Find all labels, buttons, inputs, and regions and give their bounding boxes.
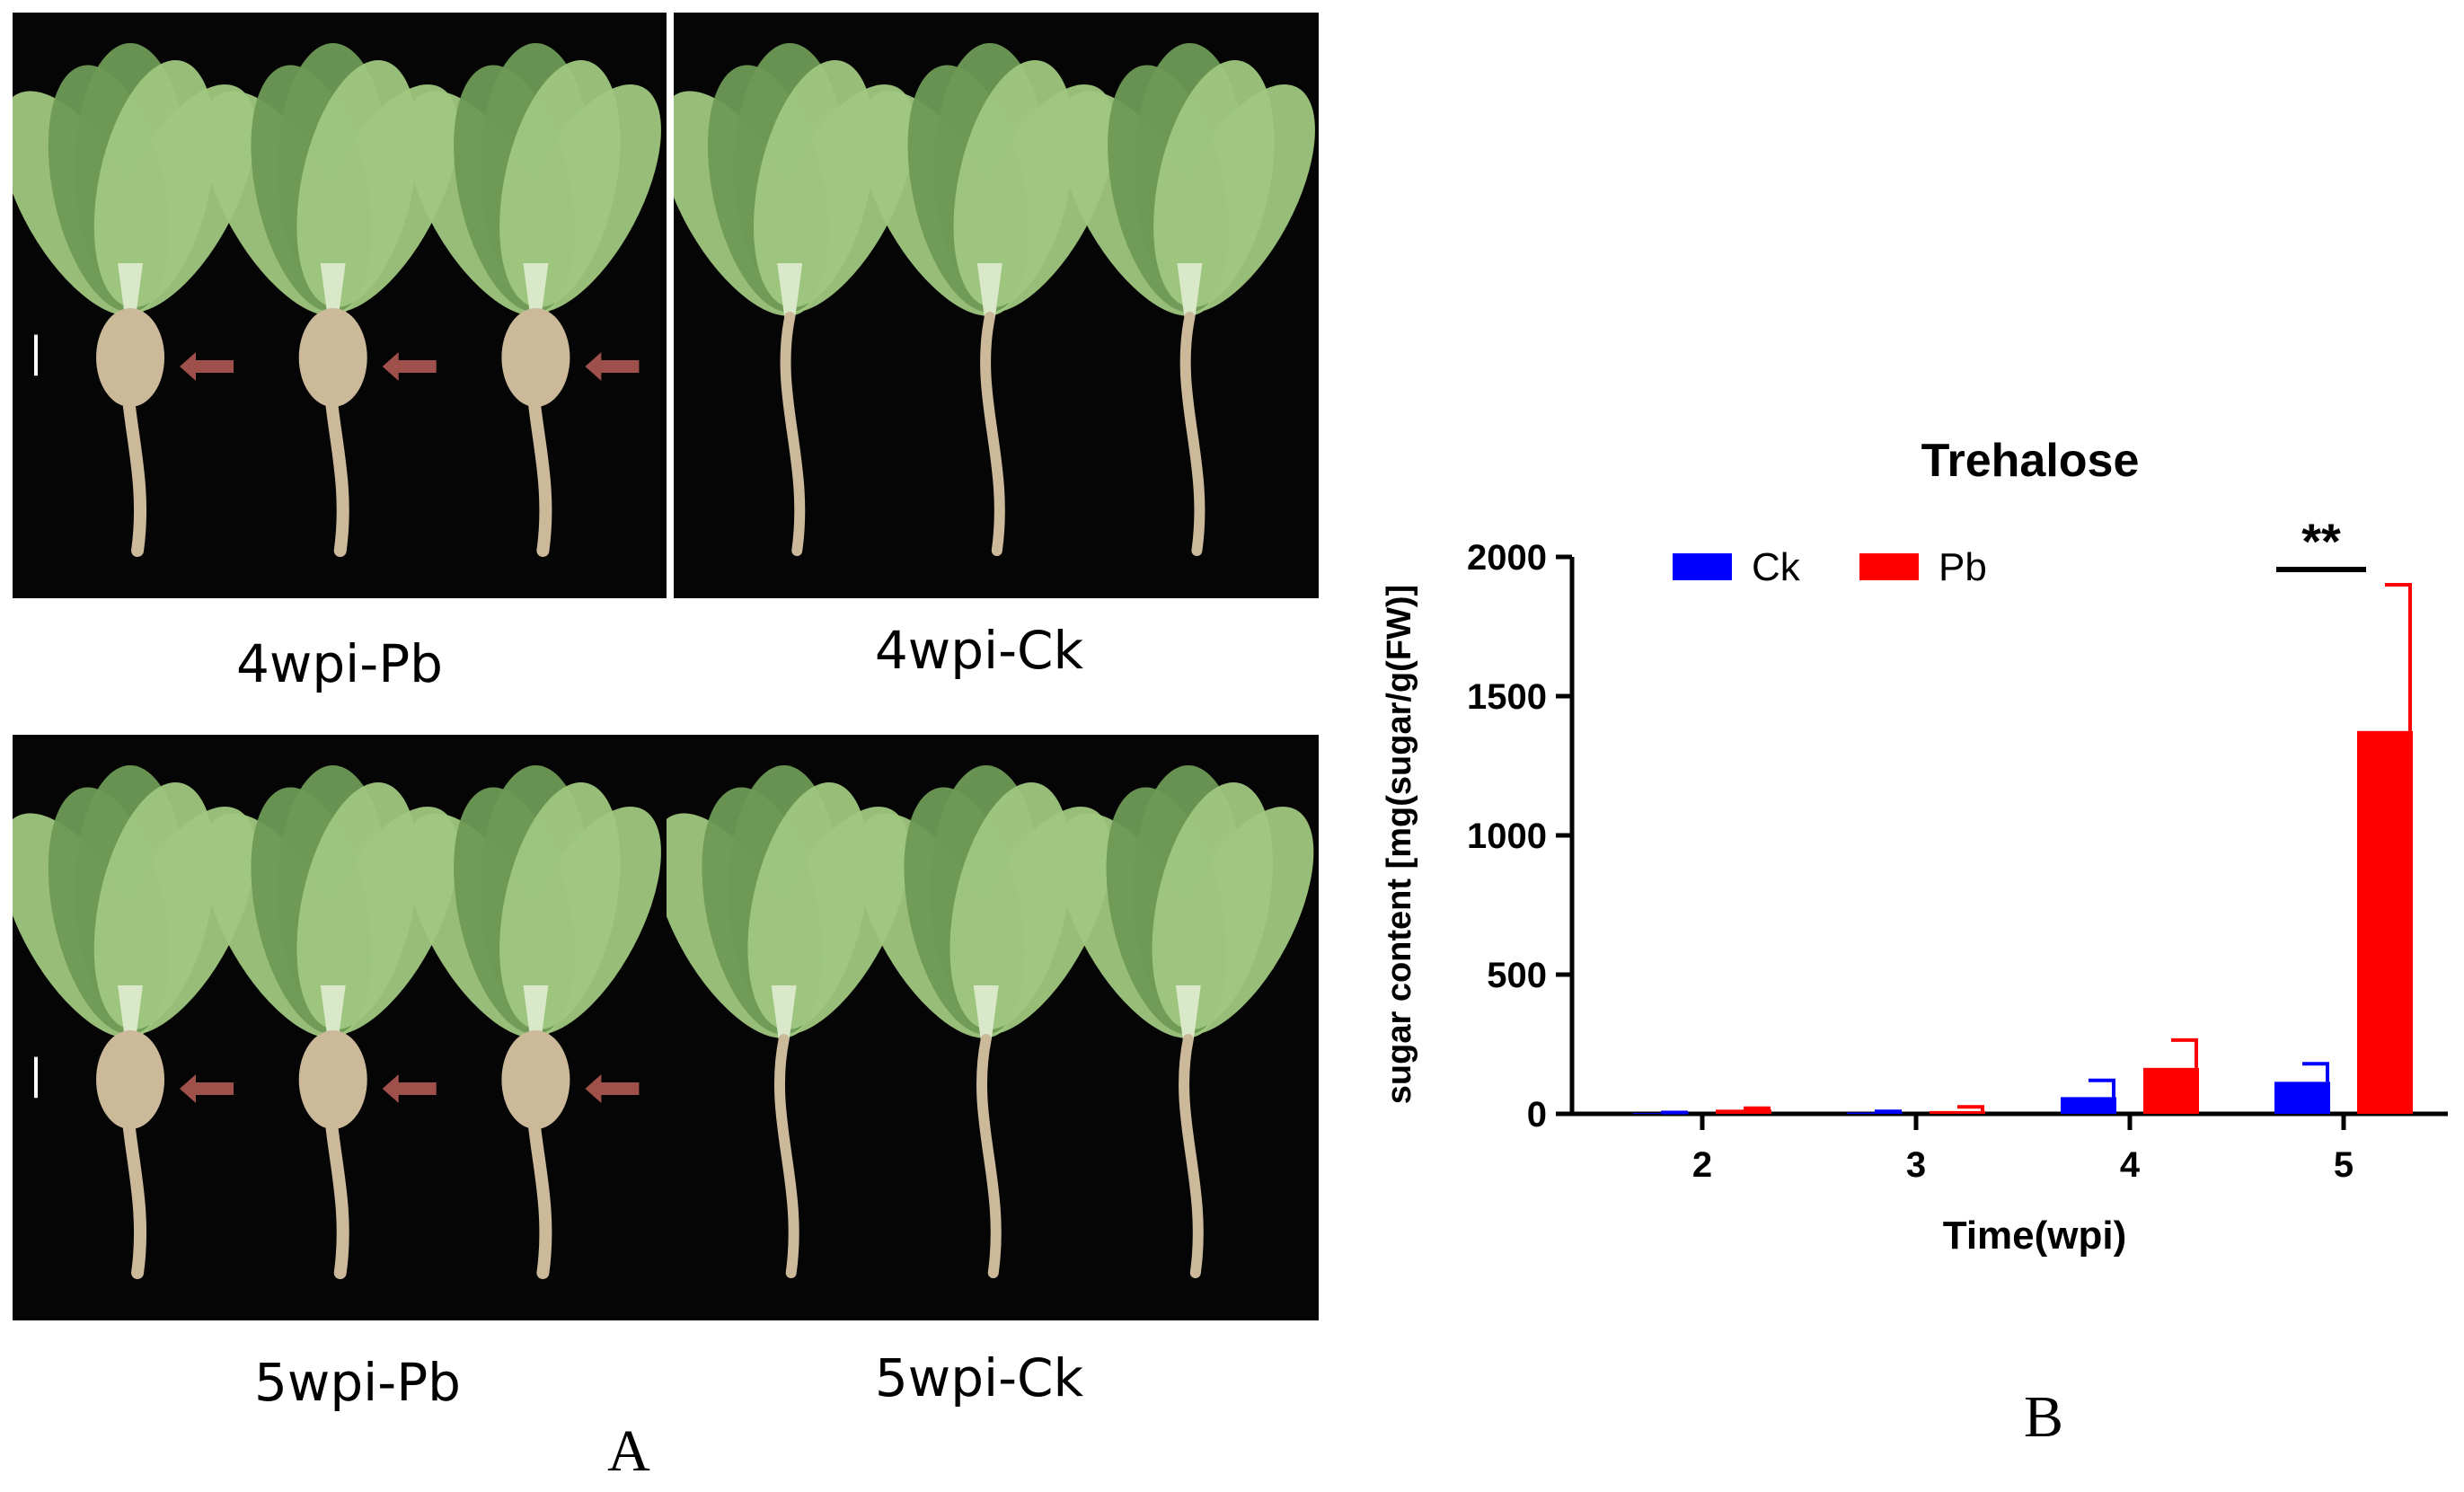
leaf <box>93 781 216 1030</box>
leaf <box>1152 781 1274 1030</box>
root <box>773 1034 799 1279</box>
bar-ck <box>1847 1112 1903 1114</box>
arrow-marker <box>382 1074 437 1104</box>
photo-4wpi-pb <box>13 13 667 598</box>
leaf <box>747 781 869 1030</box>
plot-area: 0 500 1000 1500 2000 2 3 4 5 Ck Pb ** <box>1467 513 2448 1185</box>
legend-label-ck: Ck <box>1752 545 1801 589</box>
caption-5wpi-ck: 5wpi-Ck <box>874 1347 1084 1408</box>
leaf <box>949 781 1072 1030</box>
y-tick-label: 0 <box>1527 1095 1547 1134</box>
arrow-marker <box>180 352 234 382</box>
stem <box>777 263 803 318</box>
x-axis-label: Time(wpi) <box>1943 1214 2127 1258</box>
photo-5wpi-ck <box>667 735 1319 1320</box>
bar-pb <box>1930 1110 1985 1114</box>
plants-svg <box>13 43 661 558</box>
root <box>525 1033 552 1280</box>
stem <box>320 985 346 1040</box>
significance-label: ** <box>2301 513 2341 569</box>
caption-5wpi-pb: 5wpi-Pb <box>254 1352 461 1413</box>
leaf <box>953 59 1075 308</box>
stem <box>976 263 1002 318</box>
chart-title: Trehalose <box>1921 435 2140 487</box>
stem <box>320 263 346 318</box>
x-tick-label: 2 <box>1692 1145 1712 1185</box>
panel-label-a: A <box>607 1418 650 1484</box>
arrow-marker <box>180 1074 234 1104</box>
leaf <box>296 781 418 1030</box>
leaf <box>753 59 875 308</box>
leaf <box>296 59 418 308</box>
bar-ck <box>2274 1081 2330 1114</box>
root <box>119 1033 147 1280</box>
photo-5wpi-pb <box>13 735 667 1320</box>
bar-pb <box>1716 1109 1771 1114</box>
stem <box>118 985 144 1040</box>
root <box>780 312 806 557</box>
y-tick-label: 1000 <box>1467 817 1547 856</box>
y-tick-label: 2000 <box>1467 538 1547 578</box>
stem <box>523 985 549 1040</box>
plants-svg <box>13 765 661 1280</box>
arrow-marker <box>585 352 640 382</box>
root <box>1179 1034 1204 1279</box>
root <box>119 311 147 558</box>
arrow-marker <box>382 352 437 382</box>
stem <box>1177 263 1203 318</box>
bar-ck <box>2061 1097 2116 1114</box>
x-tick-label: 3 <box>1906 1145 1926 1185</box>
bar-pb <box>2143 1067 2199 1114</box>
legend-label-pb: Pb <box>1939 545 1987 589</box>
photo-4wpi-ck <box>674 13 1319 598</box>
legend-swatch-ck <box>1673 553 1732 580</box>
y-tick-label: 500 <box>1487 956 1547 995</box>
root <box>322 311 349 558</box>
root <box>980 312 1005 557</box>
x-tick-label: 4 <box>2120 1145 2141 1185</box>
leaf <box>499 781 621 1030</box>
leaf <box>93 59 216 308</box>
plants-svg <box>667 765 1314 1279</box>
legend-swatch-pb <box>1859 553 1919 580</box>
leaf <box>499 59 621 308</box>
panel-label-b: B <box>2023 1384 2064 1450</box>
stem <box>523 263 549 318</box>
y-axis-label: sugar content [mg(sugar/g(FW)] <box>1381 585 1418 1104</box>
bar-pb <box>2357 730 2413 1114</box>
arrow-marker <box>585 1074 640 1104</box>
root <box>1179 312 1206 557</box>
trehalose-chart: Trehalose sugar content [mg(sugar/g(FW)]… <box>1381 435 2448 1258</box>
x-tick-label: 5 <box>2334 1145 2354 1185</box>
caption-4wpi-ck: 4wpi-Ck <box>874 620 1084 681</box>
leaf <box>1153 59 1275 308</box>
root <box>525 311 552 558</box>
plants-svg <box>674 43 1315 557</box>
stem <box>973 985 999 1040</box>
root <box>976 1034 1002 1279</box>
stem <box>771 985 797 1040</box>
stem <box>118 263 144 318</box>
y-tick-label: 1500 <box>1467 677 1547 717</box>
stem <box>1175 985 1201 1040</box>
caption-4wpi-pb: 4wpi-Pb <box>236 633 443 694</box>
root <box>322 1033 349 1280</box>
